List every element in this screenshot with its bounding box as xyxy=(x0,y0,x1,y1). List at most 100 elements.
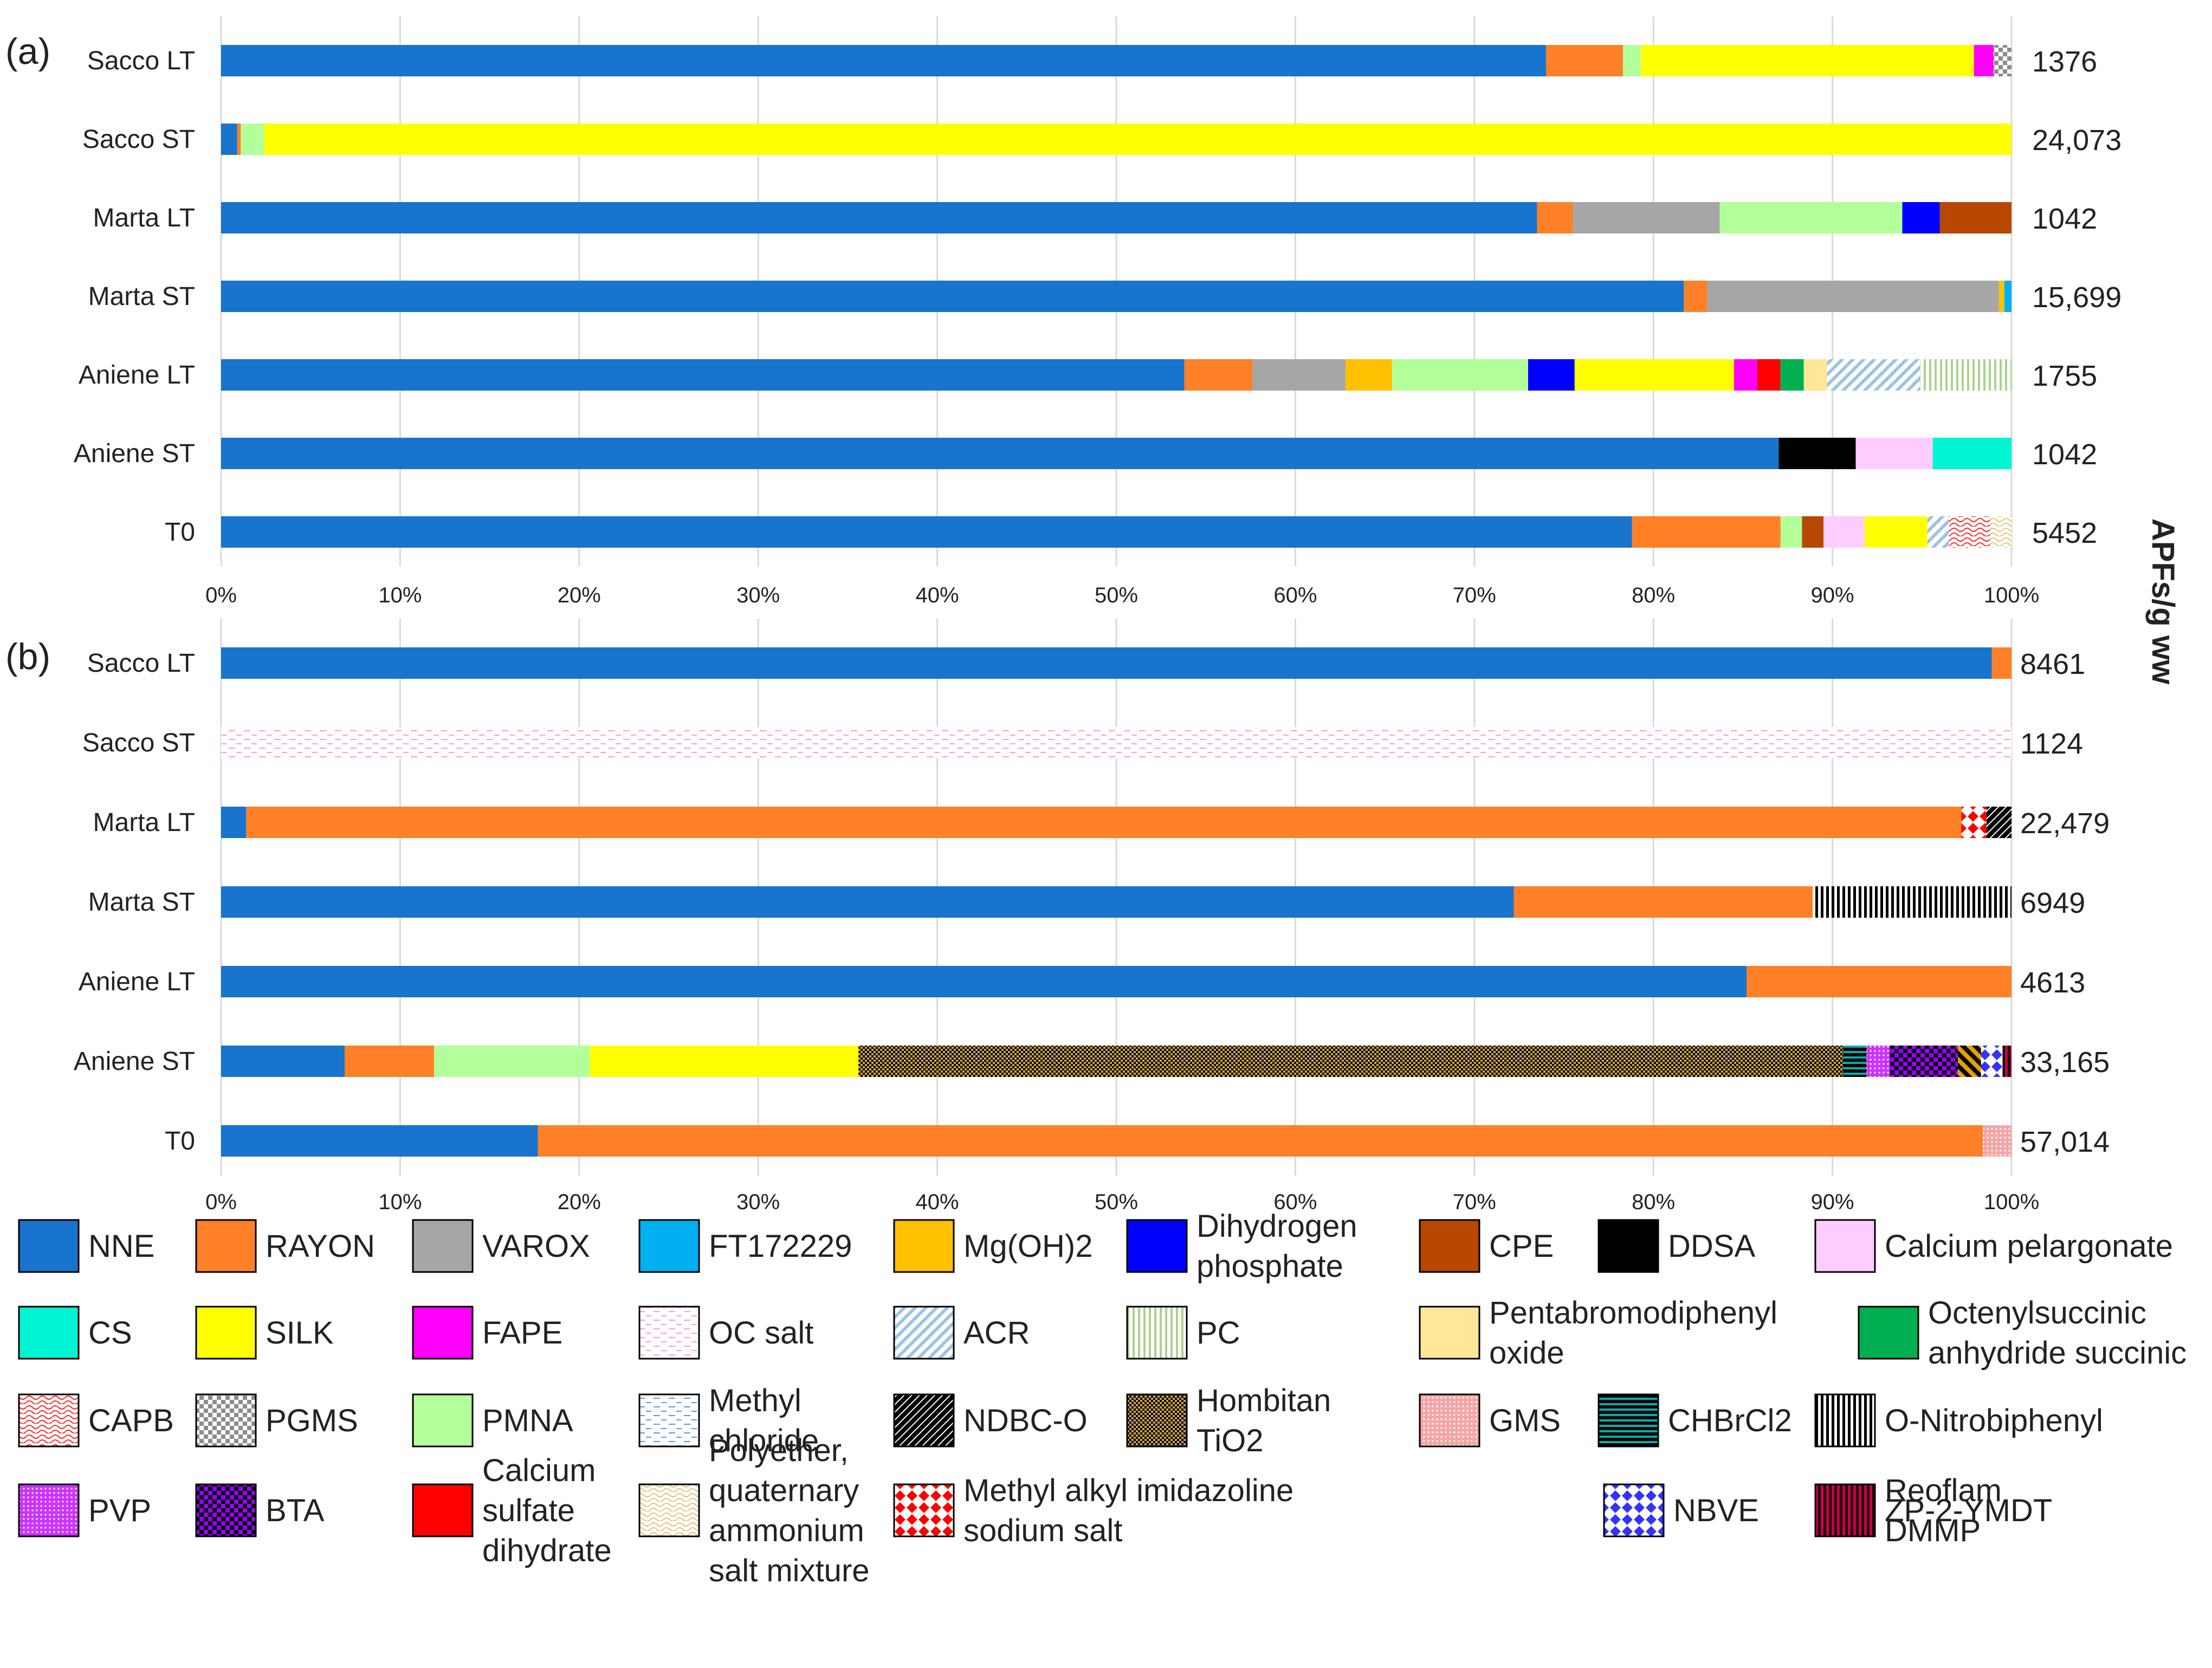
legend-label: RAYON xyxy=(266,1229,375,1264)
legend-swatch xyxy=(18,1483,80,1537)
x-tick-label: 70% xyxy=(1453,1190,1496,1214)
bar-segment-mg-oh-2 xyxy=(1998,281,2004,312)
legend-label: Calcium sulfate dihydrate xyxy=(482,1453,612,1568)
x-tick-label: 30% xyxy=(736,1190,780,1214)
total-label: 4613 xyxy=(2020,966,2085,999)
bar-segment-silk xyxy=(1574,359,1734,391)
legend-label: BTA xyxy=(266,1493,325,1528)
bar-segment-ddsa xyxy=(1778,438,1856,469)
legend-swatch xyxy=(893,1483,955,1537)
category-label: Marta ST xyxy=(88,282,195,311)
total-label: 1755 xyxy=(2032,360,2097,392)
total-label: 33,165 xyxy=(2020,1046,2110,1079)
legend-swatch xyxy=(18,1219,80,1273)
legend-label: Dihydrogen phosphate xyxy=(1196,1209,1357,1284)
total-label: 1376 xyxy=(2032,46,2097,78)
bar-segment-acr xyxy=(1827,359,1920,391)
bar-segment-pmna xyxy=(1780,516,1802,548)
panel-b: 0% 10% 20% 30% 40% 50% 60% 70% 80% 90% 100% (b) Sacc… xyxy=(5,619,2110,1214)
bar-segment-rayon xyxy=(1747,966,2012,997)
bar-segment-rayon xyxy=(1632,516,1781,548)
x-tick-label: 0% xyxy=(205,1190,237,1214)
bar-segment-nbve xyxy=(1981,1046,2003,1077)
legend-swatch xyxy=(195,1483,257,1537)
legend-label: ACR xyxy=(963,1315,1030,1351)
bar-segment-rayon xyxy=(538,1125,1983,1157)
bar-segment-varox xyxy=(1573,202,1720,233)
x-tick-label: 10% xyxy=(378,1190,422,1214)
category-label: Sacco ST xyxy=(82,125,195,154)
legend-item-ndbc-o: NDBC-O xyxy=(893,1393,1088,1448)
legend-label: GMS xyxy=(1489,1403,1561,1438)
total-label: 1124 xyxy=(2020,728,2083,760)
bar-segment-acr xyxy=(1927,516,1949,548)
category-label: Marta LT xyxy=(93,204,195,232)
bar-segment-calcium-sulfate-dihydrate xyxy=(1757,359,1781,391)
x-tick-label: 50% xyxy=(1095,1190,1138,1214)
bar-segment-pmna xyxy=(434,1046,590,1077)
x-tick-label: 90% xyxy=(1811,583,1854,607)
x-tick-label: 70% xyxy=(1453,583,1496,607)
category-label: Sacco LT xyxy=(87,47,195,75)
category-label: Sacco ST xyxy=(82,729,195,757)
bar-segment-nne xyxy=(221,438,1779,469)
bar-segment-nne xyxy=(221,516,1632,548)
bar-segment-ft172229 xyxy=(2004,281,2012,312)
legend-swatch xyxy=(195,1393,257,1448)
legend-label: Reoflam DMMP xyxy=(1885,1473,2002,1548)
bar-segment-silk xyxy=(1641,45,1974,76)
legend-label: SILK xyxy=(266,1315,334,1351)
legend-swatch xyxy=(1858,1306,1919,1360)
legend-swatch xyxy=(1126,1219,1188,1273)
legend-swatch xyxy=(412,1219,474,1273)
legend-swatch xyxy=(1419,1393,1480,1448)
legend-label: NDBC-O xyxy=(963,1403,1088,1438)
bar-segment-octenylsuccinic-anhydride-succinic xyxy=(1780,359,1804,391)
legend-item-varox: VAROX xyxy=(412,1219,590,1273)
legend-item-oc-salt: OC salt xyxy=(638,1306,813,1360)
legend-item-dihydrogen-phosphate: Dihydrogen phosphate xyxy=(1126,1209,1357,1284)
bar-segment-polyether-quaternary-ammonium-salt-mixture xyxy=(1990,516,2012,548)
bar-segment-pmna xyxy=(241,124,264,155)
bar-segment-pmna xyxy=(1392,359,1528,391)
bar-segment-dihydrogen-phosphate xyxy=(1528,359,1575,391)
bar-segment-rayon xyxy=(1537,202,1573,233)
bar-segment-nne xyxy=(221,124,237,155)
x-tick-label: 40% xyxy=(916,583,959,607)
legend-swatch xyxy=(893,1306,955,1360)
total-label: 22,479 xyxy=(2020,807,2110,840)
bar-segment-zp-2-ymdt xyxy=(2002,1046,2012,1077)
legend-swatch xyxy=(1814,1483,1876,1537)
bar-segment-pmna xyxy=(1719,202,1903,233)
x-tick-label: 10% xyxy=(378,583,422,607)
legend-label: PC xyxy=(1196,1315,1240,1351)
bar-segment-calcium-pelargonate xyxy=(1823,516,1865,548)
total-label: 1042 xyxy=(2032,203,2097,235)
legend-swatch xyxy=(1597,1393,1659,1448)
bar-segment-methyl-alkyl-imidazoline-sodium-salt xyxy=(1961,807,1987,838)
legend-item-chbrcl2: CHBrCl2 xyxy=(1597,1393,1792,1448)
x-tick-label: 100% xyxy=(1984,583,2039,607)
bar-segment-nne xyxy=(221,202,1537,233)
legend-item-fape: FAPE xyxy=(412,1306,562,1360)
legend-swatch xyxy=(1597,1219,1659,1273)
bar-segment-nne xyxy=(221,807,247,838)
legend-label: VAROX xyxy=(482,1229,590,1264)
legend-item-polyether-quaternary-ammonium-salt-mixture: Polyether, quaternary ammonium salt mixture xyxy=(638,1433,870,1588)
legend-item-pvp: PVP xyxy=(18,1483,151,1537)
bar-segment-silk xyxy=(264,124,2012,155)
legend-label: ZP-2-YMDT xyxy=(1885,1493,2052,1528)
x-tick-label: 90% xyxy=(1811,1190,1854,1214)
bar-segment-pentabromodiphenyl-oxide xyxy=(1803,359,1827,391)
total-label: 1042 xyxy=(2032,438,2097,471)
legend-item-gms: GMS xyxy=(1419,1393,1561,1448)
bar-segment-rayon xyxy=(1684,281,1707,312)
legend-swatch xyxy=(1814,1219,1876,1273)
legend-item-methyl-chloride: Methyl chloride xyxy=(638,1383,819,1458)
bar-segment-oc-salt xyxy=(221,727,2012,758)
bar-segment-calcium-pelargonate xyxy=(1855,438,1933,469)
bar-segment-rayon xyxy=(1991,647,2012,679)
bar-segment-mg-oh-2 xyxy=(1345,359,1392,391)
bar-segment-silk xyxy=(590,1046,859,1077)
legend-item-calcium-sulfate-dihydrate: Calcium sulfate dihydrate xyxy=(412,1453,612,1568)
